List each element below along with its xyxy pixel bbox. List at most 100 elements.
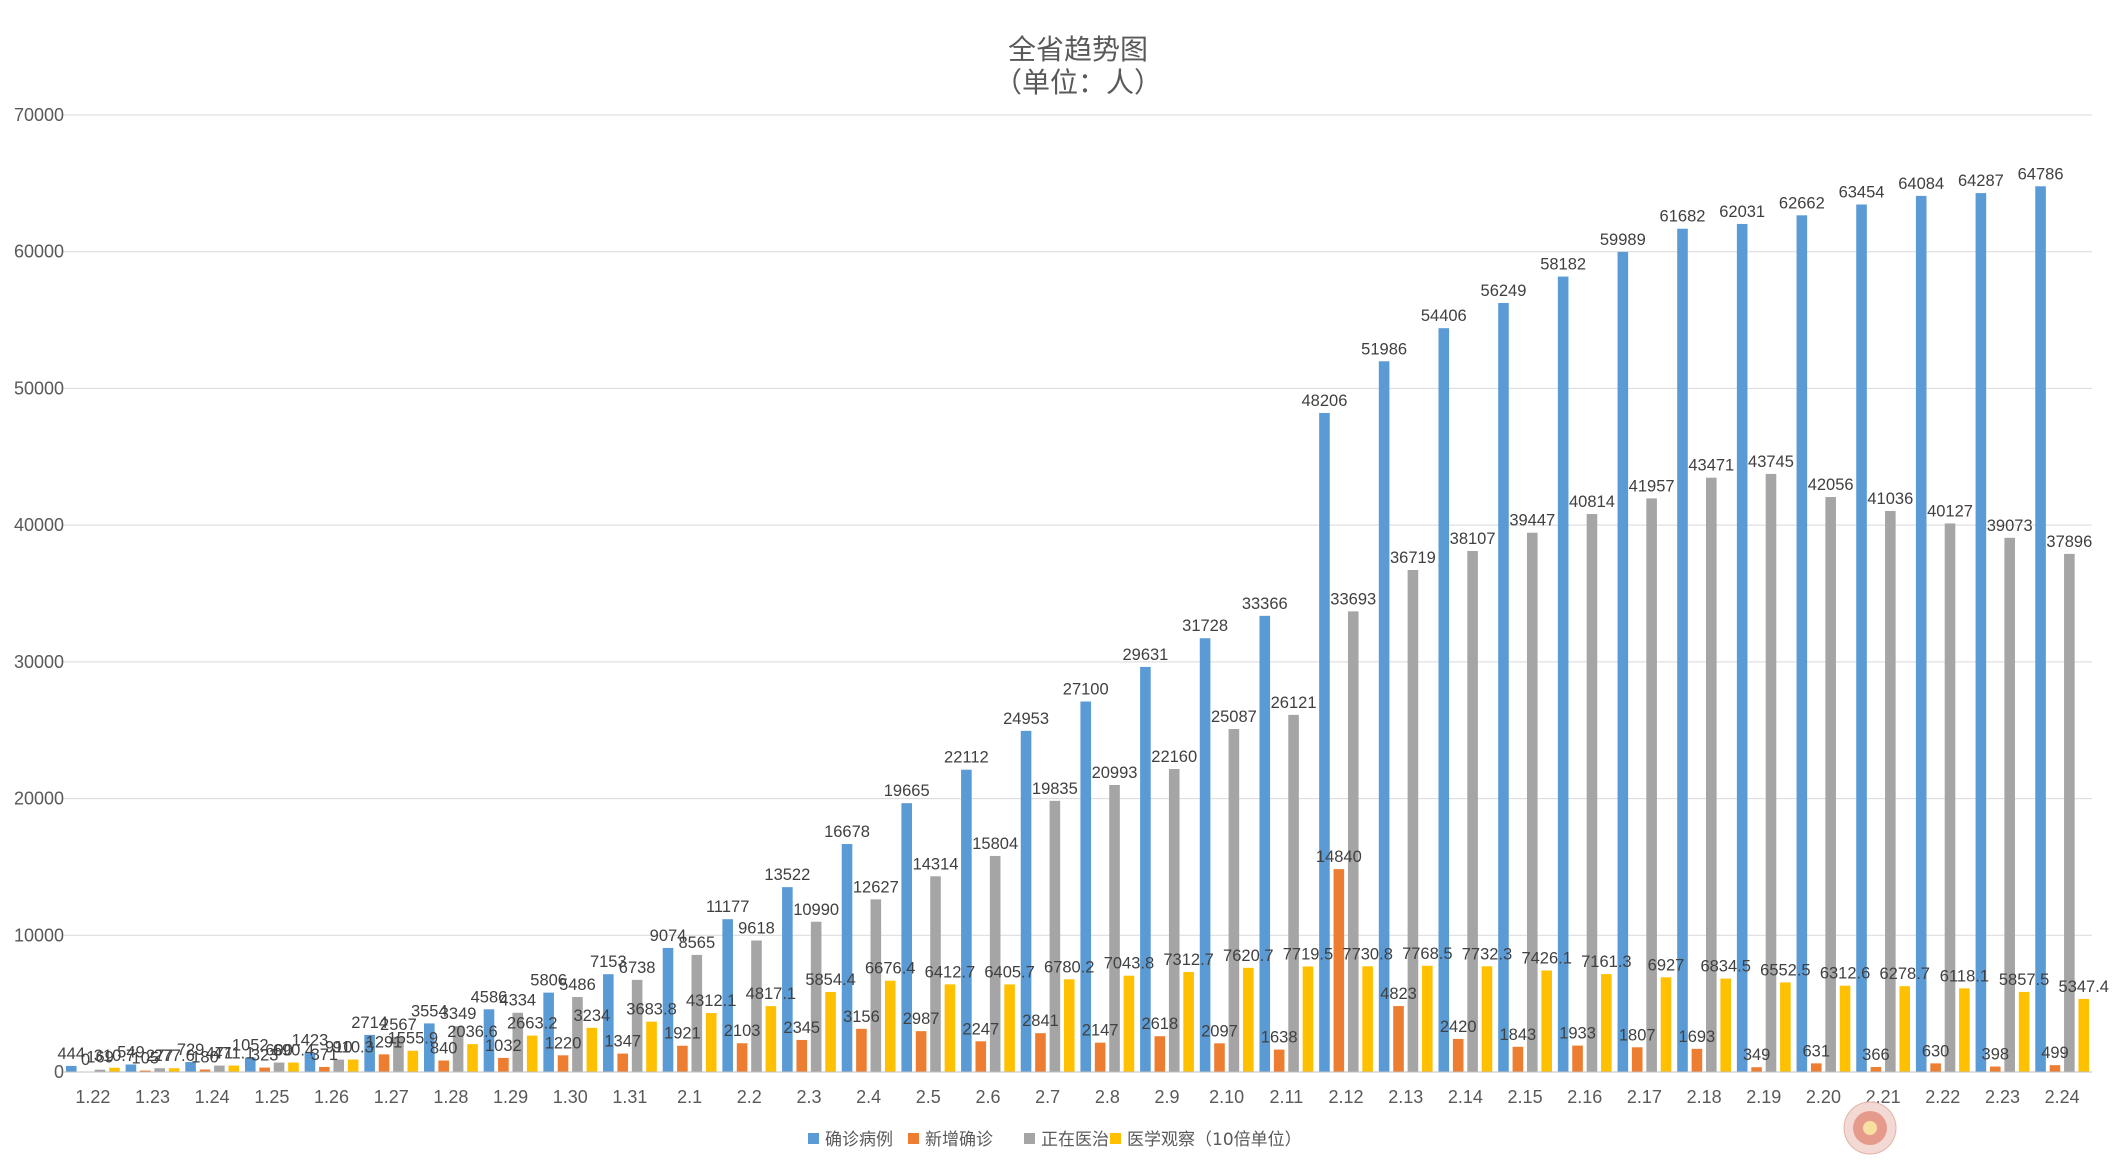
data-label: 2247	[962, 1020, 999, 1038]
bar	[438, 1060, 449, 1072]
legend-label: 医学观察（10倍单位）	[1127, 1130, 1302, 1150]
data-label: 62031	[1719, 203, 1765, 221]
data-label: 2097	[1201, 1022, 1238, 1040]
bar	[1259, 615, 1271, 1072]
y-tick-label: 60000	[14, 242, 64, 262]
bar	[1168, 769, 1180, 1072]
data-labels: 4440169310.7549105277277.6729180471471.1…	[57, 165, 2109, 1069]
data-label: 61682	[1660, 208, 1706, 226]
bar	[1498, 302, 1509, 1072]
bar	[140, 1070, 151, 1072]
bar	[1273, 1049, 1285, 1072]
bar	[1572, 1045, 1583, 1072]
data-label: 36719	[1390, 549, 1436, 567]
data-label: 40814	[1569, 493, 1615, 511]
data-label: 6927	[1648, 956, 1685, 974]
data-label: 2567	[380, 1016, 417, 1034]
data-label: 7719.5	[1283, 945, 1333, 963]
data-label: 4586	[471, 988, 508, 1006]
chart-title: 全省趋势图	[1008, 33, 1148, 66]
bar	[736, 1043, 748, 1072]
data-label: 43471	[1688, 457, 1734, 475]
data-label: 7732.3	[1462, 945, 1512, 963]
x-tick-label: 2.5	[916, 1087, 941, 1107]
data-label: 19665	[884, 782, 930, 800]
bar	[94, 1069, 106, 1072]
bar	[1481, 966, 1493, 1072]
bar	[1885, 510, 1896, 1072]
bar	[662, 947, 674, 1072]
data-label: 31728	[1182, 617, 1228, 635]
bar	[1706, 477, 1717, 1072]
data-label: 2618	[1141, 1015, 1178, 1033]
data-label: 7768.5	[1402, 945, 1452, 963]
bars	[65, 186, 2090, 1073]
bar	[1123, 975, 1135, 1072]
data-label: 6834.5	[1700, 958, 1750, 976]
data-label: 33693	[1330, 590, 1376, 608]
bar	[646, 1021, 657, 1072]
x-tick-label: 1.27	[374, 1087, 409, 1107]
legend: 确诊病例 新增确诊 正在医治 医学观察（10倍单位）	[808, 1130, 1302, 1150]
bar	[543, 992, 554, 1072]
bar	[751, 940, 762, 1072]
bar	[1780, 982, 1791, 1072]
bar	[1646, 498, 1657, 1072]
bar	[467, 1044, 478, 1072]
bar	[1288, 714, 1299, 1072]
data-label: 22112	[944, 749, 989, 767]
data-label: 54406	[1421, 307, 1467, 325]
data-label: 3554	[411, 1002, 448, 1020]
data-label: 8565	[678, 934, 715, 952]
bar	[364, 1034, 375, 1072]
x-tick-label: 2.18	[1687, 1087, 1722, 1107]
data-label: 1693	[1679, 1028, 1716, 1046]
data-label: 310.7	[94, 1047, 135, 1065]
x-tick-label: 2.7	[1035, 1087, 1060, 1107]
chart-subtitle: （单位：人）	[994, 66, 1162, 99]
bar	[1825, 497, 1836, 1072]
data-label: 10990	[793, 901, 839, 919]
data-label: 22160	[1151, 748, 1197, 766]
bar	[930, 876, 941, 1072]
bar	[273, 1062, 285, 1072]
bar	[1214, 1043, 1225, 1072]
data-label: 58182	[1540, 256, 1586, 274]
bar	[691, 954, 703, 1072]
data-label: 2103	[724, 1022, 761, 1040]
x-tick-label: 1.29	[493, 1087, 528, 1107]
bar	[2004, 537, 2015, 1072]
bar	[2064, 553, 2075, 1072]
data-label: 1423	[292, 1032, 329, 1050]
bar	[214, 1065, 225, 1072]
x-tick-label: 2.8	[1095, 1087, 1120, 1107]
bar	[901, 803, 913, 1072]
data-label: 38107	[1450, 530, 1496, 548]
bar	[1660, 977, 1672, 1072]
data-label: 3234	[573, 1007, 610, 1025]
data-label: 366	[1862, 1046, 1890, 1064]
data-label: 4817.1	[746, 985, 796, 1003]
bar	[1467, 551, 1478, 1072]
bar	[1140, 666, 1151, 1072]
bar	[1586, 514, 1598, 1072]
bar	[1975, 193, 1987, 1073]
data-label: 690.4	[273, 1042, 314, 1060]
bar	[512, 1012, 524, 1072]
data-label: 277.6	[153, 1047, 194, 1065]
data-label: 4823	[1380, 985, 1417, 1003]
bar	[961, 769, 972, 1072]
data-label: 6552.5	[1760, 961, 1810, 979]
data-label: 729	[177, 1041, 205, 1059]
data-label: 51986	[1361, 340, 1407, 358]
y-tick-label: 70000	[14, 105, 64, 125]
x-tick-label: 2.3	[796, 1087, 821, 1107]
bar	[586, 1027, 598, 1072]
data-label: 63454	[1839, 183, 1885, 201]
emblem-watermark	[1843, 1101, 1897, 1155]
data-label: 1052	[232, 1037, 269, 1055]
data-label: 2841	[1022, 1012, 1059, 1030]
bar	[810, 921, 822, 1072]
data-label: 59989	[1600, 231, 1646, 249]
data-label: 6412.7	[925, 963, 975, 981]
